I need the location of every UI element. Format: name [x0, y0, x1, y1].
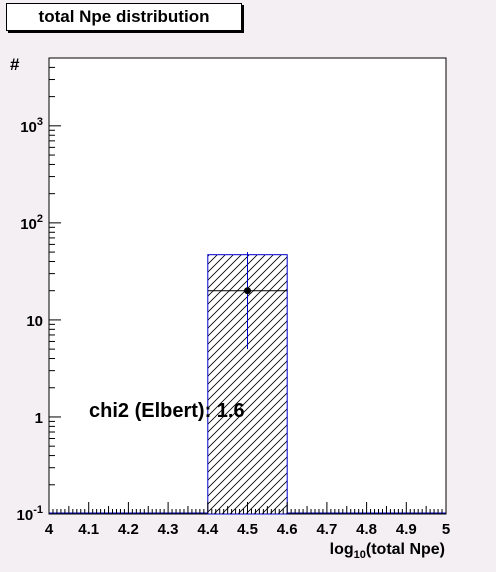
- x-tick-label: 4.4: [197, 521, 219, 538]
- x-tick-label: 4.1: [78, 521, 99, 538]
- chart-title: total Npe distribution: [38, 7, 210, 26]
- x-tick-label: 4.6: [277, 521, 298, 538]
- y-tick-label: 102: [20, 213, 43, 233]
- x-axis-ticks: 4 4.1 4.2 4.3 4.4 4.5 4.6 4.7 4.8 4.9 5: [45, 502, 450, 538]
- x-tick-label: 4.7: [316, 521, 337, 538]
- y-tick-label-base: 10: [17, 507, 34, 524]
- y-tick-label: 10-1: [17, 504, 43, 524]
- x-tick-label: 4.9: [396, 521, 417, 538]
- data-points: [207, 252, 288, 350]
- y-axis-label: #: [10, 55, 20, 74]
- chart-title-box: total Npe distribution: [6, 3, 242, 31]
- y-tick-label: 1: [35, 410, 43, 427]
- x-axis-label-base: log: [330, 541, 354, 558]
- y-tick-label-exponent: 3: [37, 116, 43, 128]
- x-axis-label-rest: (total Npe): [366, 541, 445, 558]
- y-tick-label-base: 10: [20, 216, 37, 233]
- y-tick-label-exponent: 2: [37, 213, 43, 225]
- x-tick-label: 4.2: [118, 521, 139, 538]
- x-tick-label: 4.5: [237, 521, 258, 538]
- y-tick-label-base: 10: [26, 313, 43, 330]
- y-tick-label-base: 10: [20, 119, 37, 136]
- y-tick-label-exponent: -1: [33, 504, 43, 516]
- x-tick-label: 4.3: [158, 521, 179, 538]
- y-tick-label: 103: [20, 116, 43, 136]
- x-axis-label-sub: 10: [354, 549, 366, 561]
- x-axis-label: log10(total Npe): [330, 541, 445, 561]
- y-tick-label: 10: [26, 313, 43, 330]
- data-point: [244, 287, 251, 295]
- y-tick-label-base: 1: [35, 410, 43, 427]
- chart-annotation: chi2 (Elbert): 1.6: [89, 400, 245, 422]
- x-tick-label: 5: [442, 521, 450, 538]
- x-tick-label: 4: [45, 521, 54, 538]
- x-tick-label: 4.8: [356, 521, 377, 538]
